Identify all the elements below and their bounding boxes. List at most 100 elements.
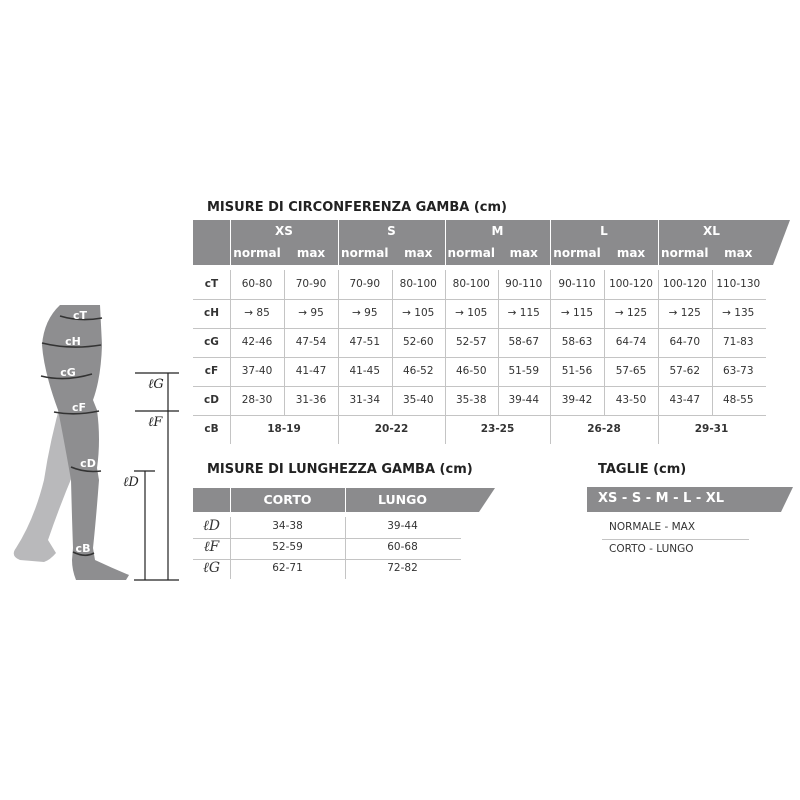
label-ct: cT — [73, 309, 88, 322]
cell-divider — [604, 328, 605, 357]
table-cell: 90-110 — [505, 278, 543, 290]
sub-header-max: max — [509, 246, 538, 260]
table-cell: 28-30 — [241, 394, 273, 406]
table-cell: 64-74 — [615, 336, 647, 348]
length-header-lungo: LUNGO — [377, 492, 428, 507]
table-cell: 43-47 — [669, 394, 700, 406]
header-divider — [230, 220, 231, 265]
table-cell: 100-120 — [662, 278, 707, 290]
size-header-l: L — [600, 224, 608, 238]
cell-divider — [711, 299, 713, 328]
cell-divider — [711, 357, 713, 386]
cell-divider — [497, 386, 499, 415]
circumference-title: MISURE DI CIRCONFERENZA GAMBA (cm) — [207, 200, 507, 215]
sub-header-max: max — [616, 246, 646, 260]
sub-header-max: max — [296, 246, 326, 260]
label-ld: ℓD — [123, 475, 139, 490]
table-cell: → 125 — [668, 307, 701, 319]
table-cell: 43-50 — [615, 394, 647, 406]
sizes-legend-band-text: XS - S - M - L - XL — [598, 491, 725, 506]
cell-divider — [284, 328, 285, 357]
group-divider — [338, 270, 339, 444]
table-cell: 34-38 — [272, 520, 303, 532]
table-cell: 23-25 — [480, 423, 515, 435]
table-cell: 31-36 — [295, 394, 327, 406]
length-header-corto: CORTO — [263, 492, 312, 507]
table-cell: 41-47 — [295, 365, 327, 377]
divider — [602, 539, 749, 540]
table-cell: 35-40 — [402, 394, 434, 406]
header-divider — [658, 220, 659, 265]
row-divider — [193, 538, 461, 539]
label-cg: cG — [60, 366, 76, 379]
label-cf: cF — [72, 401, 86, 414]
row-label-cg: cG — [204, 336, 219, 348]
table-cell: 58-63 — [561, 336, 593, 348]
label-lg: ℓG — [148, 377, 164, 392]
length-title: MISURE DI LUNGHEZZA GAMBA (cm) — [207, 462, 473, 477]
cell-divider — [391, 328, 393, 357]
table-cell: → 125 — [614, 307, 648, 319]
table-cell: 64-70 — [669, 336, 700, 348]
row-label-length: ℓD — [202, 518, 221, 534]
table-cell: 39-44 — [508, 394, 539, 406]
sub-header-normal: normal — [233, 246, 281, 260]
cell-divider — [604, 270, 605, 299]
cell-divider — [604, 299, 605, 328]
cell-divider — [391, 299, 393, 328]
sub-header-normal: normal — [553, 246, 601, 260]
cell-divider — [284, 357, 285, 386]
row-label-length: ℓG — [202, 560, 220, 576]
size-header-xl: XL — [703, 224, 720, 238]
sub-header-normal: normal — [341, 246, 389, 260]
header-divider — [338, 220, 339, 265]
label-cb: cB — [76, 542, 91, 555]
cell-divider — [604, 357, 605, 386]
label-cd: cD — [80, 457, 96, 470]
cell-divider — [497, 357, 499, 386]
cell-divider — [711, 386, 713, 415]
table-cell: 51-59 — [508, 365, 539, 377]
cell-divider — [497, 299, 499, 328]
cell-divider — [391, 386, 393, 415]
table-cell: 80-100 — [399, 278, 437, 290]
cf-line — [53, 410, 100, 415]
table-cell: 26-28 — [587, 423, 621, 435]
header-divider — [550, 220, 551, 265]
table-cell: 57-62 — [669, 365, 700, 377]
table-cell: 70-90 — [295, 278, 327, 290]
table-cell: 18-19 — [267, 423, 301, 435]
row-label-ct: cT — [204, 278, 219, 290]
label-ch: cH — [65, 335, 81, 348]
table-cell: → 95 — [352, 307, 378, 319]
table-cell: 72-82 — [387, 562, 418, 574]
sub-header-normal: normal — [447, 246, 495, 260]
row-label-cb: cB — [204, 423, 219, 435]
table-cell: 35-38 — [455, 394, 487, 406]
table-cell: 39-42 — [561, 394, 593, 406]
cell-divider — [497, 270, 499, 299]
column-divider — [345, 517, 346, 579]
cell-divider — [284, 270, 285, 299]
table-cell: 52-60 — [402, 336, 434, 348]
header-divider — [345, 488, 346, 512]
size-header-s: S — [387, 224, 396, 238]
sub-header-normal: normal — [661, 246, 709, 260]
table-cell: 31-34 — [349, 394, 380, 406]
table-cell: 80-100 — [452, 278, 490, 290]
table-cell: 29-31 — [694, 423, 729, 435]
table-cell: → 105 — [402, 307, 435, 319]
table-cell: 51-56 — [561, 365, 593, 377]
size-header-xs: XS — [275, 224, 293, 238]
row-divider — [193, 415, 766, 416]
cg-line — [40, 373, 93, 380]
table-cell: → 115 — [560, 307, 594, 319]
table-cell: 100-120 — [609, 278, 653, 290]
row-label-ch: cH — [203, 307, 219, 319]
table-cell: → 85 — [244, 307, 270, 319]
group-divider — [658, 270, 659, 444]
table-cell: 39-44 — [387, 520, 418, 532]
ch-line — [41, 342, 102, 348]
table-cell: 110-130 — [716, 278, 761, 290]
